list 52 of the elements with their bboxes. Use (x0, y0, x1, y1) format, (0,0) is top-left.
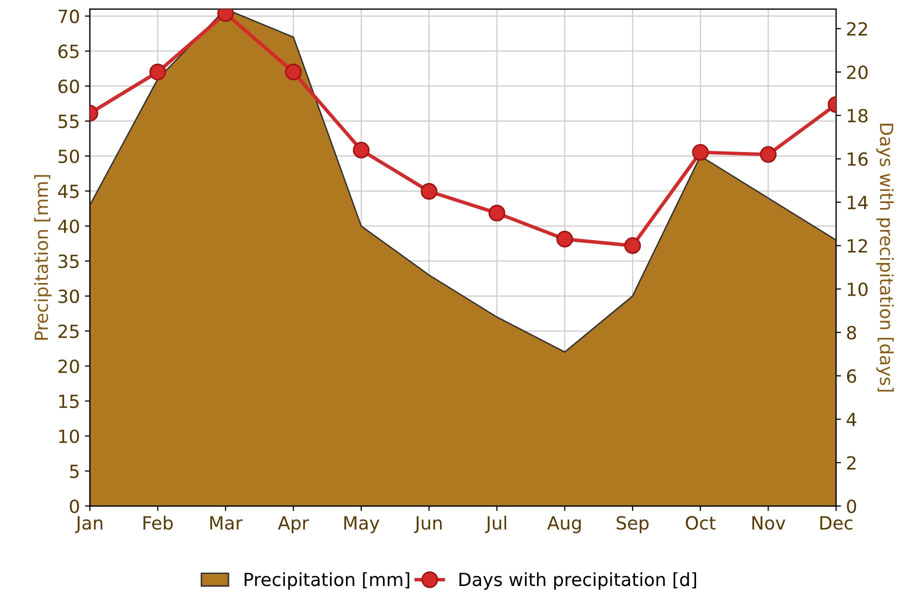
x-tick-label: Jun (414, 516, 442, 534)
x-tick-label: Jan (75, 516, 102, 534)
y-tick-label: 20 (58, 359, 79, 374)
y-tick-label: 55 (58, 114, 79, 128)
x-tick-label: Mar (210, 516, 243, 530)
y-tick-label: 10 (59, 429, 79, 444)
y2-tick-label: 22 (847, 22, 867, 36)
y-tick-label: 50 (58, 150, 79, 164)
y-tick-label: 0 (70, 499, 79, 514)
point (760, 146, 777, 163)
x-tick-label: Feb (144, 516, 173, 530)
y2-tick-label: 16 (848, 152, 868, 166)
y-tick-label: 30 (58, 290, 79, 304)
y-axis-title: Precipitation [mm] (34, 175, 52, 340)
y-tick-label: 25 (58, 324, 79, 338)
y2-axis-title: Days with precipitation [days] (876, 124, 894, 392)
y2-tick-label: 4 (846, 412, 856, 426)
y2-tick-label: 10 (848, 282, 868, 296)
x-tick-label: Jul (485, 516, 506, 534)
y-tick-label: 60 (58, 80, 79, 94)
y2-tick-label: 6 (847, 369, 856, 383)
y2-tick-label: 2 (847, 456, 856, 470)
y-tick-label: 70 (58, 10, 79, 24)
x-tick-label: Oct (686, 516, 716, 530)
point (692, 144, 709, 161)
x-tick-label: Sep (616, 516, 649, 534)
point (149, 64, 166, 80)
point (556, 230, 574, 248)
y-tick-label: 35 (58, 254, 79, 268)
point (420, 183, 438, 200)
y-tick-label: 45 (58, 184, 79, 198)
x-tick-label: Aug (547, 516, 581, 534)
point (285, 64, 302, 80)
y2-tick-label: 8 (847, 326, 856, 340)
legend-label: Days with precipitation [d] (460, 572, 696, 590)
x-tick-label: Dec (820, 516, 852, 530)
x-tick-label: Apr (278, 516, 310, 534)
legend-label: Precipitation [mm] (244, 572, 410, 590)
y-tick-label: 5 (70, 464, 79, 478)
y2-tick-label: 18 (848, 108, 868, 123)
point (624, 237, 641, 254)
point (488, 204, 506, 222)
x-tick-label: Nov (752, 516, 786, 530)
point (352, 142, 370, 158)
y2-tick-label: 12 (848, 239, 867, 252)
y2-tick-label: 14 (848, 196, 868, 210)
y-tick-label: 40 (58, 220, 79, 234)
y-tick-label: 15 (59, 394, 79, 408)
x-tick-label: May (344, 516, 380, 534)
y2-tick-label: 0 (846, 499, 856, 514)
y2-tick-label: 20 (847, 65, 868, 80)
y-tick-label: 65 (58, 44, 79, 58)
